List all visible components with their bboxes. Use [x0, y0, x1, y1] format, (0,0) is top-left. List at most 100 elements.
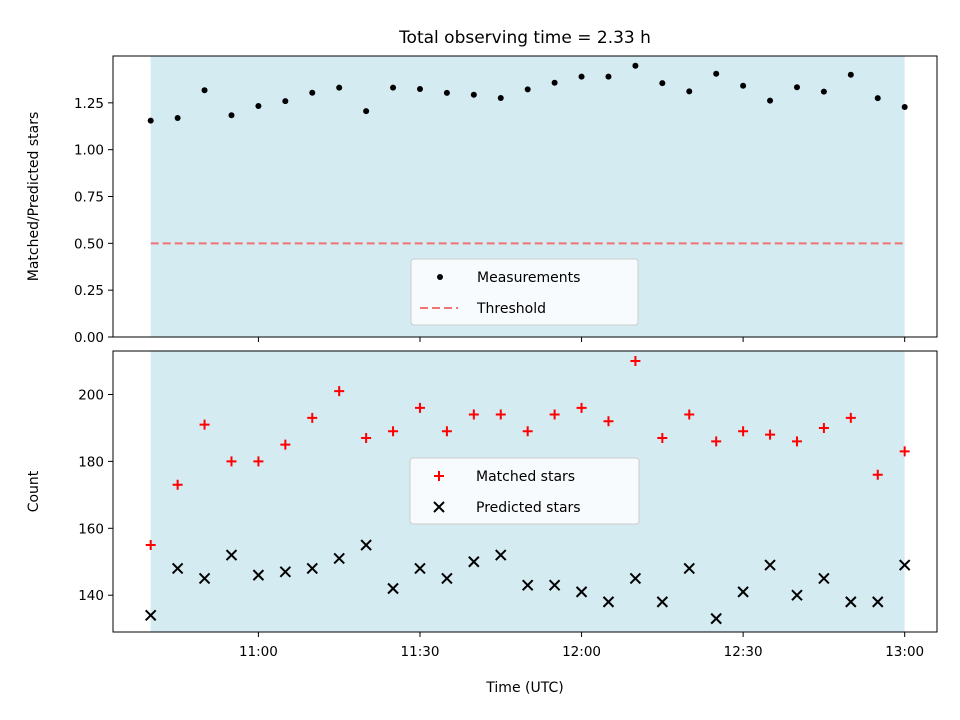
- count-matched-point: [334, 386, 345, 397]
- ratio-point: [713, 70, 720, 77]
- ratio-point: [605, 73, 612, 80]
- ratio-point: [255, 103, 262, 110]
- count-predicted-point: [495, 549, 507, 561]
- count-matched-point: [172, 479, 183, 490]
- ratio-legend-label: Measurements: [477, 270, 580, 286]
- count-predicted-point: [818, 572, 830, 585]
- count-matched-point: [414, 402, 425, 413]
- count-matched-point: [253, 456, 264, 467]
- x-tick-label: 12:30: [724, 644, 763, 660]
- count-matched-point: [899, 446, 910, 457]
- x-tick-label: 13:00: [885, 644, 924, 660]
- ratio-y-tick-label: 0.50: [74, 236, 104, 252]
- ratio-point: [847, 71, 854, 78]
- count-matched-point: [145, 540, 156, 551]
- count-predicted-point: [872, 596, 884, 608]
- ratio-point: [390, 84, 397, 91]
- count-predicted-point: [737, 586, 749, 598]
- ratio-point: [443, 89, 450, 96]
- x-tick-label: 11:00: [239, 644, 278, 660]
- ratio-point: [336, 84, 343, 91]
- count-predicted-point: [333, 552, 345, 565]
- count-predicted-point: [656, 596, 669, 608]
- ratio-point: [174, 115, 181, 122]
- count-matched-point: [872, 469, 883, 480]
- count-legend-label: Predicted stars: [476, 500, 581, 516]
- count-matched-point: [468, 409, 479, 420]
- ratio-point: [793, 84, 800, 91]
- count-predicted-point: [683, 562, 695, 575]
- count-matched-point: [495, 409, 506, 420]
- count-predicted-point: [710, 612, 722, 625]
- ratio-y-tick-label: 0.75: [74, 190, 104, 206]
- count-legend-box: [409, 457, 640, 525]
- count-matched-point: [657, 432, 668, 443]
- ratio-legend: Measurements Threshold: [410, 258, 639, 326]
- count-y-tick-label: 200: [78, 387, 104, 403]
- ratio-point: [309, 89, 316, 96]
- count-matched-point: [199, 419, 210, 430]
- count-axes-frame: [112, 350, 938, 633]
- ratio-legend-label: Threshold: [476, 301, 546, 317]
- count-matched-point: [711, 436, 722, 447]
- count-predicted-point: [171, 562, 184, 575]
- ratio-point: [686, 88, 693, 95]
- count-matched-point: [226, 456, 237, 467]
- legend-dot-icon: [437, 274, 443, 280]
- count-matched-point: [388, 426, 399, 437]
- count-predicted-point: [629, 572, 642, 585]
- count-legend-label: Matched stars: [476, 469, 575, 485]
- count-series-1: [144, 539, 911, 625]
- count-matched-point: [845, 412, 856, 423]
- count-predicted-point: [845, 596, 857, 608]
- count-predicted-point: [225, 549, 238, 561]
- count-y-tick-label: 180: [78, 454, 104, 470]
- count-predicted-point: [898, 559, 911, 571]
- ratio-panel: 0.00 0.25 0.50 0.75 1.00 1.25 Matched/Predicte…: [26, 55, 938, 346]
- ratio-point: [659, 80, 666, 87]
- count-matched-point: [765, 429, 776, 440]
- count-matched-point: [522, 426, 533, 437]
- ratio-y-tick-label: 1.00: [74, 143, 104, 159]
- ratio-point: [416, 85, 423, 92]
- count-predicted-point: [198, 572, 211, 585]
- x-tick-label: 12:00: [562, 644, 601, 660]
- ratio-y-tick-label: 1.25: [74, 96, 104, 112]
- count-predicted-point: [791, 589, 803, 601]
- ratio-point: [901, 103, 908, 110]
- chart-title: Total observing time = 2.33 h: [398, 28, 651, 48]
- ratio-point: [497, 94, 504, 101]
- ratio-point: [201, 87, 208, 94]
- ratio-point: [632, 62, 639, 69]
- count-predicted-point: [306, 562, 318, 575]
- count-matched-point: [361, 432, 372, 443]
- count-predicted-point: [144, 609, 157, 621]
- count-matched-point: [441, 426, 452, 437]
- legend-x-icon: [433, 501, 445, 513]
- count-matched-point: [280, 439, 291, 450]
- count-matched-point: [630, 356, 641, 367]
- ratio-legend-box: [410, 258, 639, 326]
- legend-plus-icon: [434, 471, 444, 481]
- count-legend: Matched stars Predicted stars: [409, 457, 640, 525]
- ratio-y-axis-title: Matched/Predicted stars: [26, 112, 42, 282]
- count-matched-point: [791, 436, 802, 447]
- ratio-point: [228, 112, 235, 119]
- count-predicted-point: [521, 579, 534, 591]
- ratio-series-0: [147, 62, 908, 124]
- count-matched-point: [818, 422, 829, 433]
- count-predicted-point: [441, 572, 453, 585]
- count-predicted-point: [414, 562, 426, 575]
- ratio-point: [524, 86, 531, 93]
- count-predicted-point: [252, 569, 265, 581]
- ratio-point: [363, 108, 370, 115]
- count-series-0: [145, 356, 910, 551]
- ratio-point: [820, 88, 827, 95]
- ratio-point: [147, 117, 154, 124]
- ratio-point: [282, 98, 289, 105]
- ratio-point: [470, 91, 477, 98]
- count-predicted-point: [575, 586, 588, 598]
- count-matched-point: [549, 409, 560, 420]
- count-matched-point: [603, 416, 614, 427]
